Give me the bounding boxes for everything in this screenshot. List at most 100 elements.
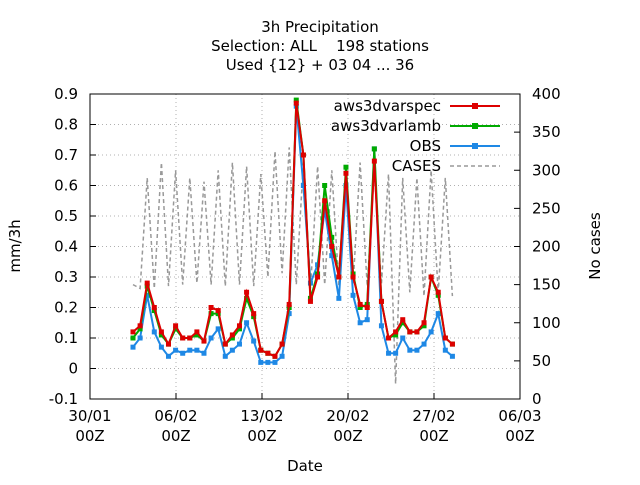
data-point-aws3dvarspec — [364, 305, 370, 310]
data-point-aws3dvarspec — [158, 329, 164, 335]
data-point-aws3dvarlamb — [400, 320, 406, 326]
data-point-aws3dvarspec — [244, 289, 250, 295]
data-point-obs — [279, 353, 285, 359]
data-point-aws3dvarlamb — [137, 326, 143, 332]
y-tick-label: 0.3 — [54, 268, 78, 286]
legend-label: aws3dvarlamb — [331, 117, 441, 135]
x-axis-label: Date — [287, 457, 323, 475]
data-point-obs — [201, 350, 207, 356]
y-tick-label: 0.9 — [54, 85, 78, 103]
data-point-aws3dvarspec — [322, 198, 328, 204]
x-tick-label: 30/01 — [68, 407, 111, 425]
data-point-aws3dvarspec — [400, 317, 406, 323]
x-tick-sublabel: 00Z — [505, 427, 534, 445]
data-point-aws3dvarspec — [201, 338, 207, 344]
data-point-aws3dvarspec — [343, 170, 349, 176]
data-point-aws3dvarspec — [315, 274, 321, 280]
data-point-obs — [336, 295, 342, 301]
data-point-aws3dvarlamb — [194, 332, 200, 338]
data-point-obs — [229, 347, 235, 353]
y2-tick-label: 100 — [532, 314, 561, 332]
data-point-obs — [222, 353, 228, 359]
data-point-aws3dvarspec — [386, 335, 392, 341]
data-point-aws3dvarspec — [329, 244, 335, 249]
data-point-aws3dvarlamb — [244, 295, 250, 301]
data-point-aws3dvarspec — [442, 335, 448, 341]
data-point-aws3dvarspec — [428, 274, 434, 280]
data-point-obs — [421, 341, 427, 347]
data-point-obs — [378, 323, 384, 329]
data-point-aws3dvarspec — [393, 329, 399, 335]
y2-tick-label: 200 — [532, 238, 561, 256]
data-point-obs — [350, 292, 356, 298]
data-point-obs — [265, 359, 271, 365]
data-point-aws3dvarspec — [293, 100, 299, 106]
data-point-obs — [215, 326, 221, 332]
data-point-obs — [442, 347, 448, 353]
legend-marker — [472, 123, 478, 129]
data-point-obs — [258, 359, 264, 365]
y-tick-label: 0.6 — [54, 177, 78, 195]
data-point-obs — [449, 353, 455, 359]
legend-label: OBS — [410, 137, 441, 155]
y2-tick-label: 150 — [532, 276, 561, 294]
data-point-aws3dvarlamb — [393, 332, 399, 338]
data-point-obs — [130, 344, 136, 350]
y-tick-label: 0.2 — [54, 299, 78, 317]
data-point-aws3dvarspec — [307, 298, 313, 304]
y-axis-label: mm/3h — [6, 219, 24, 272]
data-point-obs — [194, 347, 200, 353]
x-tick-sublabel: 00Z — [419, 427, 448, 445]
data-point-obs — [251, 338, 257, 344]
data-point-aws3dvarlamb — [421, 323, 427, 329]
data-point-aws3dvarspec — [236, 323, 242, 329]
y2-tick-label: 50 — [532, 352, 551, 370]
data-point-obs — [173, 347, 179, 353]
data-point-aws3dvarspec — [407, 329, 413, 335]
data-point-aws3dvarspec — [265, 350, 271, 356]
data-point-aws3dvarspec — [137, 323, 143, 329]
plot-area — [130, 97, 455, 384]
x-tick-sublabel: 00Z — [161, 427, 190, 445]
y-tick-label: 0.4 — [54, 238, 78, 256]
data-point-aws3dvarspec — [180, 335, 186, 341]
data-point-aws3dvarspec — [151, 305, 157, 310]
data-point-obs — [180, 350, 186, 356]
data-point-aws3dvarspec — [130, 329, 136, 335]
data-point-obs — [414, 347, 420, 353]
data-point-obs — [300, 183, 306, 188]
legend-marker — [472, 103, 478, 109]
x-tick-label: 06/02 — [154, 407, 197, 425]
data-point-obs — [428, 329, 434, 335]
data-point-aws3dvarspec — [300, 152, 306, 158]
data-point-aws3dvarspec — [378, 298, 384, 304]
data-point-aws3dvarlamb — [357, 305, 363, 310]
x-tick-sublabel: 00Z — [247, 427, 276, 445]
data-point-obs — [151, 329, 157, 335]
data-point-obs — [165, 353, 171, 359]
data-point-aws3dvarlamb — [236, 326, 242, 332]
data-point-aws3dvarlamb — [208, 311, 214, 317]
x-axis: 30/01 00Z 06/02 00Z 13/02 00Z 20/02 00Z 27/02 00Z… — [68, 393, 542, 445]
data-point-aws3dvarspec — [229, 332, 235, 338]
x-tick-label: 06/03 — [498, 407, 541, 425]
data-point-aws3dvarspec — [449, 341, 455, 347]
title-line-1: 3h Precipitation — [261, 18, 379, 36]
data-point-obs — [329, 253, 335, 259]
data-point-aws3dvarspec — [258, 347, 264, 353]
data-point-aws3dvarspec — [144, 280, 150, 286]
data-point-obs — [236, 341, 242, 347]
data-point-aws3dvarspec — [421, 320, 427, 326]
data-point-aws3dvarspec — [187, 335, 193, 341]
title-line-2: Selection: ALL 198 stations — [211, 37, 429, 55]
data-point-obs — [137, 335, 143, 341]
data-point-obs — [400, 335, 406, 341]
y2-axis-label: No cases — [586, 212, 604, 280]
data-point-aws3dvarlamb — [329, 234, 335, 240]
data-point-aws3dvarspec — [165, 341, 171, 347]
data-point-aws3dvarlamb — [158, 332, 164, 338]
y-tick-label: -0.1 — [49, 390, 78, 408]
data-point-aws3dvarspec — [286, 301, 292, 307]
grid-lines — [90, 94, 520, 399]
legend-label: CASES — [392, 157, 441, 175]
